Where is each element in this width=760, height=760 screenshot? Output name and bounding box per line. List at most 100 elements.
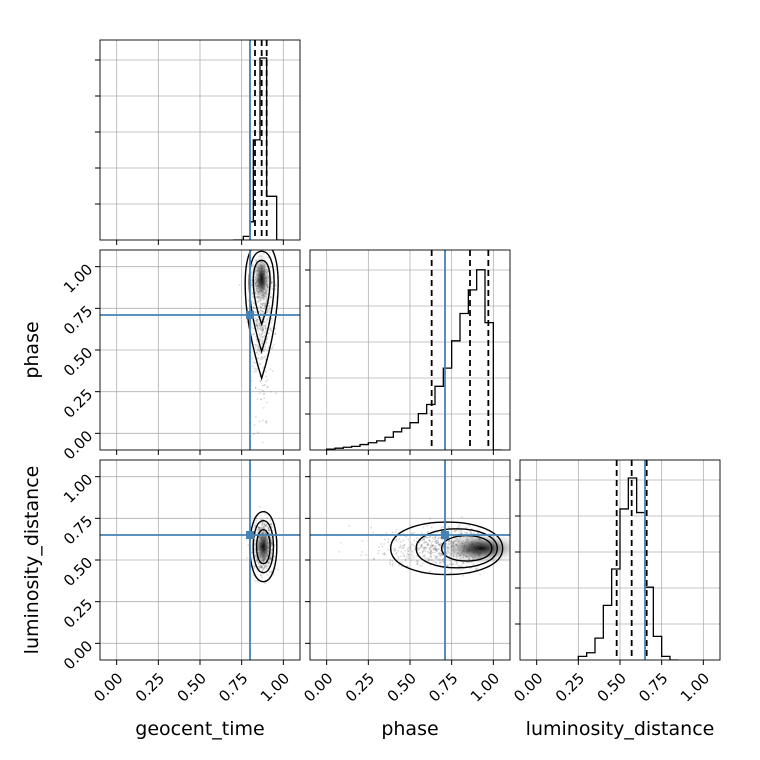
sample-point [267,256,270,259]
sample-point [247,544,250,546]
sample-point [254,307,257,310]
sample-point [260,333,263,336]
sample-point [431,544,434,547]
sample-point [258,565,261,568]
sample-point [411,554,414,557]
sample-point [425,536,428,539]
sample-point [266,525,269,528]
sample-point [274,392,277,395]
sample-point [261,316,264,319]
sample-point [269,557,272,559]
sample-point [451,563,454,565]
sample-point [257,329,260,332]
sample-point [253,549,256,552]
sample-point [255,520,258,522]
sample-point [253,541,256,544]
sample-point [267,332,270,335]
panel-frame [309,459,511,661]
sample-point [429,558,431,561]
sample-point [442,558,445,561]
sample-point [398,564,400,567]
sample-point [429,552,432,555]
sample-point [397,549,399,552]
sample-point [440,554,442,557]
sample-point [263,350,266,353]
sample-point [269,555,272,558]
sample-point [254,368,257,371]
sample-point [264,524,267,527]
sample-point [423,554,426,556]
sample-point [267,527,270,529]
sample-point [389,559,392,562]
sample-point [261,576,263,579]
sample-point [426,524,429,527]
sample-point [258,392,261,395]
sample-point [406,565,409,567]
sample-point [255,319,258,322]
sample-point [260,564,262,567]
sample-point [383,538,386,541]
sample-point [270,558,272,560]
sample-point [426,550,429,553]
sample-point [264,421,267,423]
plot-area [326,250,502,450]
sample-point [262,335,264,338]
sample-point [461,564,463,567]
sample-point [255,324,258,326]
sample-point [455,562,458,565]
sample-point [271,548,273,551]
sample-point [439,543,442,546]
sample-point [256,324,259,327]
sample-point [262,419,264,422]
sample-point [274,333,277,335]
sample-point [264,305,266,307]
sample-point [435,542,438,545]
sample-point [260,574,263,577]
sample-point [256,398,259,400]
sample-point [409,547,412,550]
sample-point [258,334,261,337]
sample-point [258,420,261,423]
sample-point [372,531,375,534]
sample-point [441,559,444,561]
sample-point [262,390,265,393]
sample-point [400,550,403,553]
sample-point [275,296,278,299]
sample-point [255,324,257,327]
sample-point [255,318,258,321]
sample-point [253,567,255,569]
sample-point [269,523,272,525]
sample-point [404,558,407,561]
contour-level-2 [248,250,275,354]
sample-point [428,571,431,573]
sample-point [429,552,432,555]
sample-point [263,566,266,569]
sample-point [251,365,254,368]
contour-level-2 [252,519,275,574]
sample-point [255,559,258,562]
sample-point [430,559,433,561]
sample-point [271,541,273,544]
sample-point [421,552,424,554]
sample-point [422,547,425,550]
sample-point [256,367,259,370]
sample-point [255,343,258,346]
contour-level-3 [255,528,271,565]
sample-point [252,306,255,309]
sample-point [453,530,456,533]
sample-point [267,562,270,564]
sample-point [424,548,426,551]
density-core [439,532,510,565]
sample-point [428,539,431,542]
contour-level-3 [252,259,271,327]
sample-point [449,559,452,562]
sample-point [402,552,405,555]
sample-point [253,347,256,350]
sample-point [268,559,271,562]
sample-point [430,552,432,555]
sample-point [257,326,260,329]
sample-point [269,296,272,299]
sample-point [426,544,428,546]
sample-point [258,327,261,330]
